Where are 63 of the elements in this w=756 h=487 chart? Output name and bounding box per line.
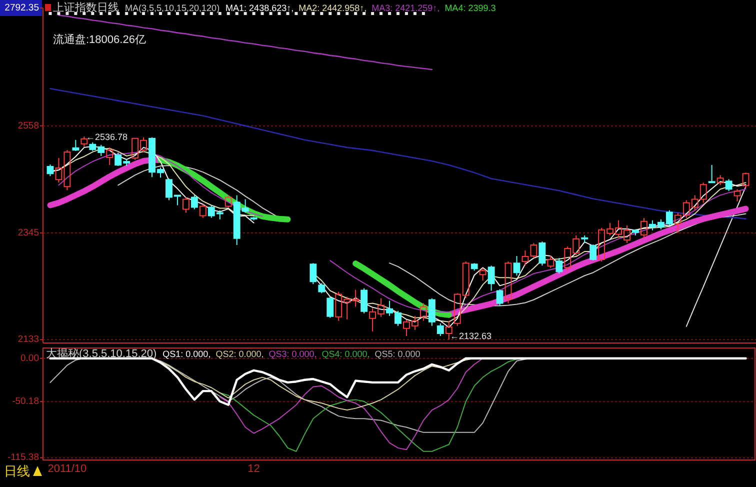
series-label: QS1: 0.000, (162, 349, 211, 359)
y-tick-label: 0.00 (20, 352, 39, 364)
candlestick (556, 258, 563, 274)
chart-subtitle: MA(3,5,5,10,15,20,120) (125, 3, 220, 13)
candlestick (182, 196, 190, 214)
candlestick (581, 234, 588, 244)
y-tick-label: 2345 (18, 227, 39, 238)
candlestick (734, 188, 741, 202)
y-tick-label: 2792.35 (4, 2, 39, 14)
text: MA4: 2399.3 (444, 3, 496, 13)
annotation: 流通盘:18006.26亿 (53, 33, 146, 46)
candlestick (250, 216, 258, 221)
text: MA2: 2442.958↑, (298, 3, 367, 13)
candlestick (742, 172, 750, 188)
text: QS2: 0.000, (216, 349, 264, 359)
candlestick (496, 288, 504, 306)
candlestick (590, 244, 597, 262)
candlestick (46, 164, 54, 177)
candlestick (224, 194, 232, 208)
candlestick (420, 302, 427, 322)
candlestick (504, 261, 512, 304)
candlestick (725, 178, 732, 192)
candlestick (360, 288, 368, 314)
candlestick (513, 256, 520, 276)
candlestick (708, 164, 716, 184)
x-tick-label: 12 (248, 463, 260, 475)
x-tick-label: 2011/10 (48, 463, 87, 475)
candlestick (470, 262, 478, 272)
candlestick (538, 240, 546, 266)
line-series (50, 88, 746, 220)
candlestick (436, 322, 444, 336)
line-series (686, 186, 746, 327)
candlestick (318, 282, 326, 294)
candlestick (479, 268, 486, 282)
text: 日线 (4, 464, 30, 478)
candlestick (640, 217, 648, 238)
candlestick (326, 296, 334, 318)
candlestick (632, 228, 639, 236)
chart-title: 上证指数日线 (53, 1, 119, 14)
candlestick (190, 194, 198, 210)
candlestick (445, 320, 452, 340)
text: MA3: 2421.259↑, (372, 3, 440, 13)
candlestick (716, 174, 724, 186)
candlestick (428, 298, 436, 326)
candlestick (72, 139, 80, 152)
y-tick-label: -50.18 (12, 396, 39, 408)
y-tick-label: -115.38 (7, 452, 39, 464)
annotation: ←2536.78 (86, 132, 128, 142)
line-series (219, 358, 484, 450)
annotation: ←2132.63 (450, 331, 492, 341)
candlestick (106, 146, 114, 166)
candlestick (547, 255, 554, 269)
text: QS4: 0.000, (322, 349, 370, 359)
text: QS3: 0.000, (268, 349, 317, 359)
candlestick (488, 265, 495, 292)
text: MA1: 2438.623↑, (226, 3, 294, 13)
y-tick-label: 2133 (18, 334, 39, 346)
candlestick (199, 204, 206, 218)
chart-title: 大揭秘(3,5,5,10,15,20) (46, 347, 157, 360)
y-tick-label: 2558 (18, 120, 39, 132)
candlestick (80, 136, 88, 148)
candlestick (310, 262, 317, 285)
text: QS5: 0.000 (374, 349, 420, 359)
